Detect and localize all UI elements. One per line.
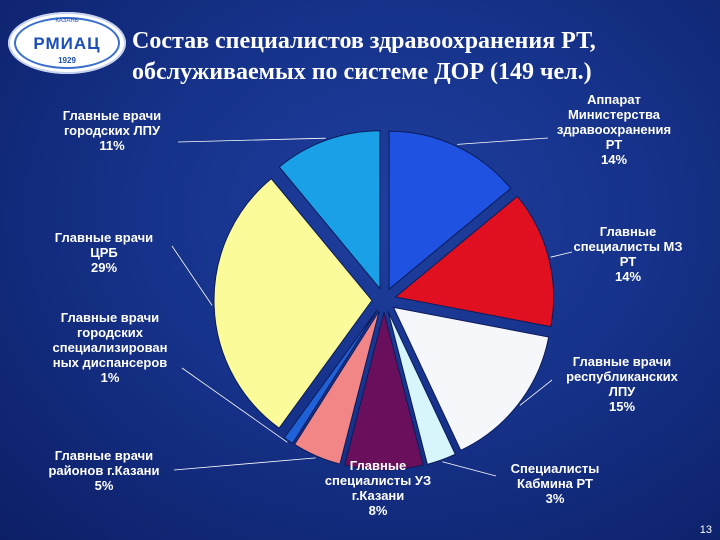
slice-label-9: Главные врачи городских ЛПУ 11% bbox=[63, 108, 161, 153]
slice-label-6: Главные врачи районов г.Казани 5% bbox=[48, 448, 159, 493]
leader-line-2 bbox=[550, 251, 573, 258]
page-number: 13 bbox=[699, 524, 712, 536]
slice-value-label-4: 3% bbox=[546, 491, 565, 506]
slice-label-line: городских bbox=[77, 325, 144, 340]
pie-slice-9 bbox=[278, 130, 381, 291]
slide-title: Состав специалистов здравоохранения РТ, … bbox=[132, 26, 712, 88]
logo-city: КАЗАНЬ bbox=[55, 18, 79, 24]
pie-slice-3 bbox=[392, 306, 550, 451]
slice-label-line: специализирован bbox=[52, 340, 167, 355]
slide-title-line-2: обслуживаемых по системе ДОР (149 чел.) bbox=[132, 59, 592, 85]
leader-line-7 bbox=[181, 367, 288, 443]
slice-label-8: Главные врачи ЦРБ 29% bbox=[55, 230, 153, 275]
slice-label-7: Главные врачи городских специализирован ных… bbox=[52, 310, 167, 385]
slice-label-1: Аппарат Министерства здравоохранения РТ 14% bbox=[557, 92, 671, 167]
pie-slice-7 bbox=[283, 309, 378, 445]
slice-label-line: Аппарат bbox=[587, 92, 641, 107]
leader-lines bbox=[171, 137, 573, 477]
leader-line-6 bbox=[173, 457, 316, 471]
slice-label-3: Главные врачи республиканских ЛПУ 15% bbox=[566, 354, 679, 414]
slice-label-line: городских ЛПУ bbox=[64, 123, 161, 138]
pie-slice-6 bbox=[293, 310, 380, 465]
pie-slice-5 bbox=[344, 311, 424, 471]
slice-label-line: Кабмина РТ bbox=[517, 476, 593, 491]
slice-value-label-8: 29% bbox=[91, 260, 117, 275]
slice-label-5: Главные специалисты УЗ г.Казани 8% bbox=[325, 458, 431, 518]
slice-label-4: Специалисты Кабмина РТ 3% bbox=[511, 461, 600, 506]
organization-logo: КАЗАНЬ РМИАЦ 1929 bbox=[8, 12, 126, 74]
pie-slice-1 bbox=[388, 130, 512, 291]
slice-label-line: ЛПУ bbox=[609, 384, 636, 399]
slice-label-line: Министерства bbox=[568, 107, 661, 122]
slice-label-line: Главные врачи bbox=[55, 448, 153, 463]
slice-label-line: РТ bbox=[620, 254, 636, 269]
slice-labels: Аппарат Министерства здравоохранения РТ 14%Г… bbox=[48, 92, 682, 518]
slice-label-line: Главные врачи bbox=[55, 230, 153, 245]
slice-label-line: здравоохранения bbox=[557, 122, 671, 137]
slice-label-line: ЦРБ bbox=[90, 245, 118, 260]
pie-slice-8 bbox=[213, 177, 373, 429]
logo-text: РМИАЦ bbox=[33, 34, 101, 53]
leader-line-4 bbox=[442, 461, 497, 477]
slice-label-line: ных диспансеров bbox=[53, 355, 168, 370]
slice-label-line: Главные врачи bbox=[573, 354, 671, 369]
logo-ring bbox=[14, 17, 120, 69]
logo-year: 1929 bbox=[58, 56, 76, 65]
pie-slice-2 bbox=[394, 195, 555, 328]
slice-value-label-3: 15% bbox=[609, 399, 635, 414]
pie-slice-4 bbox=[387, 311, 457, 465]
slice-label-line: Главные bbox=[350, 458, 406, 473]
slice-label-line: РТ bbox=[606, 137, 622, 152]
slide-title-line-1: Состав специалистов здравоохранения РТ, bbox=[132, 28, 596, 54]
slice-value-label-2: 14% bbox=[615, 269, 641, 284]
slice-label-line: специалисты МЗ bbox=[573, 239, 682, 254]
slice-label-line: г.Казани bbox=[352, 488, 405, 503]
slice-label-line: Специалисты bbox=[511, 461, 600, 476]
slice-label-line: Главные врачи bbox=[61, 310, 159, 325]
slice-value-label-6: 5% bbox=[95, 478, 114, 493]
slice-value-label-7: 1% bbox=[101, 370, 120, 385]
slice-label-line: специалисты УЗ bbox=[325, 473, 431, 488]
pie-slices bbox=[213, 130, 555, 471]
slice-value-label-5: 8% bbox=[369, 503, 388, 518]
leader-line-3 bbox=[519, 379, 553, 406]
slice-value-label-1: 14% bbox=[601, 152, 627, 167]
leader-line-9 bbox=[177, 137, 326, 143]
leader-line-8 bbox=[171, 245, 213, 306]
slice-label-line: республиканских bbox=[566, 369, 679, 384]
slice-label-2: Главные специалисты МЗ РТ 14% bbox=[573, 224, 682, 284]
slice-label-line: районов г.Казани bbox=[48, 463, 159, 478]
slice-label-line: Главные врачи bbox=[63, 108, 161, 123]
slice-value-label-9: 11% bbox=[99, 138, 125, 153]
leader-line-1 bbox=[457, 137, 549, 145]
slice-label-line: Главные bbox=[600, 224, 656, 239]
